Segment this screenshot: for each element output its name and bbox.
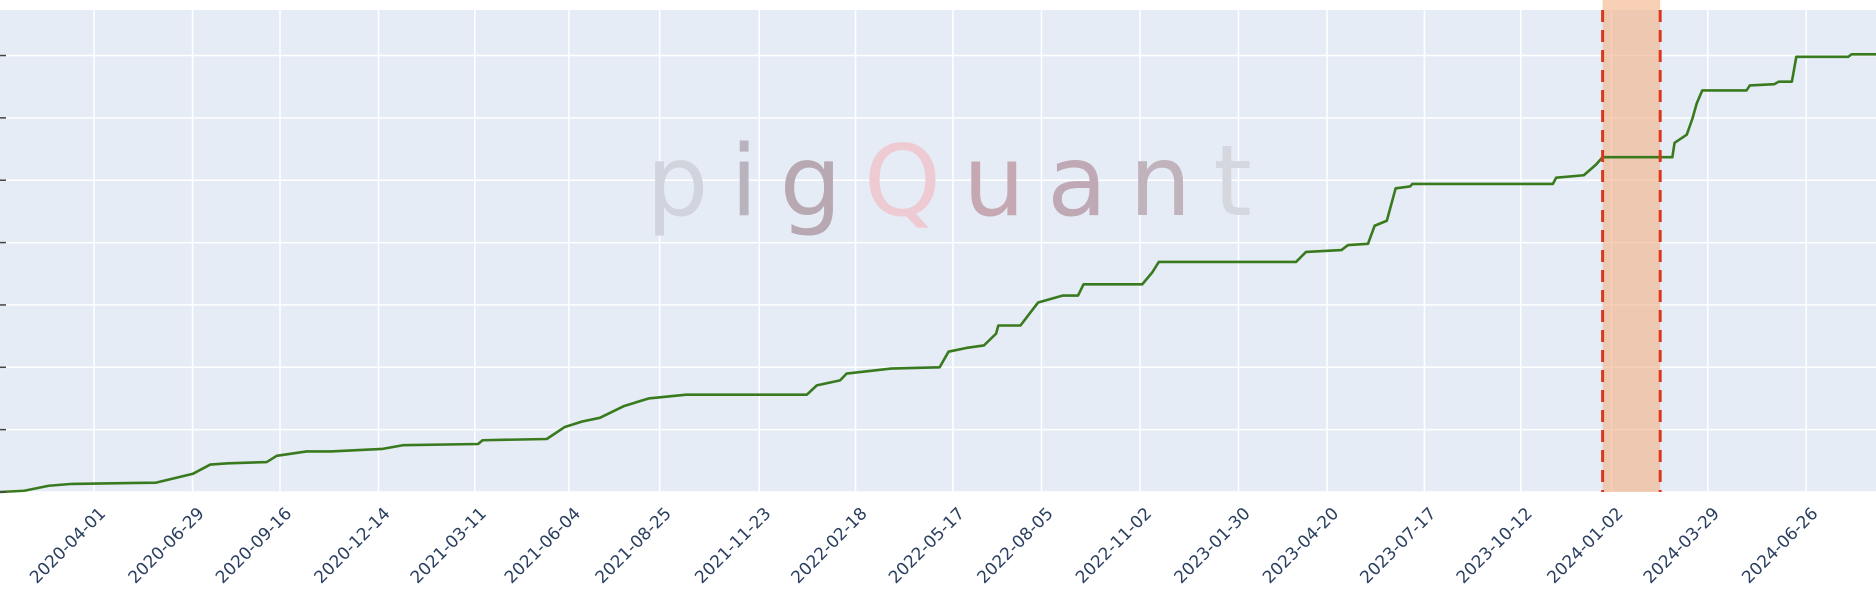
watermark-letter: a: [1047, 125, 1129, 239]
x-tick-label: 2022-05-17: [885, 504, 969, 588]
x-tick-label: 2020-12-14: [311, 504, 395, 588]
x-tick-label: 2020-06-29: [125, 504, 209, 588]
marks: [0, 0, 1876, 494]
x-tick-label: 2020-09-16: [212, 504, 296, 588]
data-line: [0, 52, 1876, 494]
plot-background: [0, 10, 1876, 492]
x-tick-label: 2022-11-02: [1072, 504, 1156, 588]
x-tick-label: 2023-04-20: [1259, 504, 1343, 588]
x-tick-label: 2024-01-02: [1543, 504, 1627, 588]
x-tick-label: 2020-04-01: [26, 504, 110, 588]
watermark-letter: t: [1213, 125, 1273, 239]
x-tick-label: 2023-07-17: [1356, 504, 1440, 588]
x-tick-label: 2022-08-05: [974, 504, 1058, 588]
x-tick-label: 2021-11-23: [691, 504, 775, 588]
x-tick-label: 2024-03-29: [1640, 504, 1724, 588]
highlight-region: [1602, 0, 1661, 492]
x-tick-label: 2024-06-26: [1738, 504, 1822, 588]
watermark-letter: u: [963, 125, 1047, 239]
watermark-letter: Q: [864, 125, 963, 239]
watermark: pigQuant: [646, 125, 1274, 239]
x-tick-label: 2021-08-25: [592, 504, 676, 588]
x-tick-label: 2023-01-30: [1171, 504, 1255, 588]
watermark-letter: g: [780, 125, 864, 239]
watermark-letter: p: [646, 125, 730, 239]
x-tick-label: 2021-03-11: [407, 504, 491, 588]
x-tick-label: 2021-06-04: [501, 504, 585, 588]
watermark-letter: n: [1129, 125, 1213, 239]
x-tick-label: 2023-10-12: [1453, 504, 1537, 588]
x-tick-label: 2022-02-18: [788, 504, 872, 588]
watermark-letter: i: [730, 125, 779, 239]
